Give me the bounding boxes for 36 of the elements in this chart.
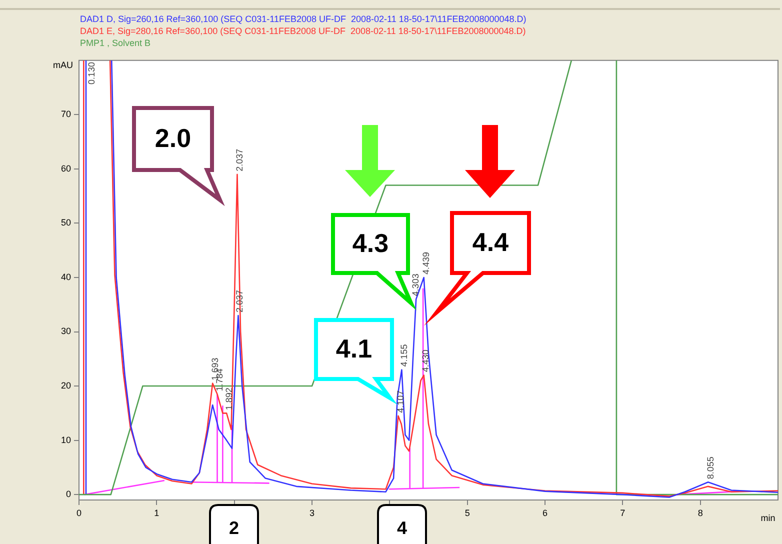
annotation: 8.055	[706, 456, 716, 480]
x-tick-label: 5	[464, 508, 470, 518]
annotation: 4.439	[421, 252, 432, 274]
annotation: 4.1	[336, 334, 372, 364]
annotation: 2.037	[234, 290, 245, 312]
text: 4	[396, 518, 408, 538]
y-tick-label: 10	[60, 434, 71, 445]
x-tick-label: 3	[309, 508, 315, 518]
annotation: 4.430	[420, 350, 431, 372]
y-tick-label: 70	[60, 109, 71, 120]
annotation: 4.3	[352, 228, 389, 258]
y-tick-label: 30	[60, 326, 71, 336]
annotation: 4.303	[410, 274, 421, 296]
x-tick-label: 1	[154, 508, 160, 518]
y-tick-label: 40	[60, 272, 71, 282]
annotation: 0.130	[86, 62, 97, 85]
annotation: 4.155	[399, 344, 410, 367]
text: DAD1 D, Sig=260,16 Ref=360,100 (SEQ C031-11FEB2008 UF-DF 2008-02-11 18-50-17\11FEB2008000048.D)	[80, 14, 526, 25]
text: PMP1 , Solvent B	[80, 38, 151, 49]
y-axis-title: mAU	[53, 60, 73, 70]
x-tick-label: 7	[620, 508, 626, 518]
x-tick-label: 0	[76, 508, 82, 518]
annotation: 2.037	[234, 148, 245, 172]
y-tick-label: 50	[60, 218, 71, 228]
x-axis-title: min	[760, 512, 776, 523]
annotation: 1.892	[224, 388, 234, 410]
y-tick-label: 20	[60, 380, 71, 391]
y-tick-label: 0	[66, 489, 71, 500]
annotation: 4.4	[472, 227, 510, 258]
x-tick-label: 8	[698, 508, 703, 518]
text: DAD1 E, Sig=280,16 Ref=360,100 (SEQ C031-11FEB2008 UF-DF 2008-02-11 18-50-17\11FEB2008000048.D)	[80, 26, 526, 37]
annotation: 4.107	[395, 390, 406, 413]
y-tick-label: 60	[60, 163, 71, 174]
text: 2	[228, 518, 240, 538]
x-tick-label: 6	[542, 508, 548, 518]
annotation: 2.0	[154, 123, 192, 154]
